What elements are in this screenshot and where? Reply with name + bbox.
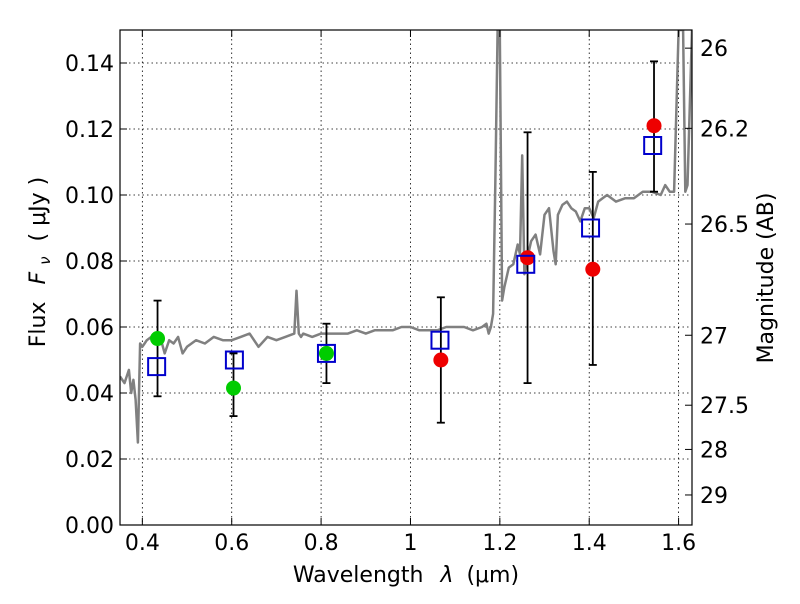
y-axis-label-subscript: ν: [36, 256, 54, 264]
y-tick-label: 0.06: [65, 316, 114, 341]
x-tick-label: 1.6: [661, 531, 696, 556]
x-tick-label: 1.4: [572, 531, 607, 556]
y2-tick-label: 28: [700, 438, 728, 463]
y-tick-label: 0.10: [65, 184, 114, 209]
green-points-marker: [318, 345, 334, 361]
x-tick-label: 0.6: [214, 531, 249, 556]
green-points-marker: [150, 331, 166, 347]
y2-tick-label: 26.2: [700, 117, 749, 142]
x-tick-label: 1: [403, 531, 417, 556]
red-points-marker: [646, 118, 662, 134]
x-axis-label-symbol: λ: [439, 563, 453, 588]
green-points-marker: [226, 380, 242, 396]
y-axis-label-main: Flux: [26, 301, 51, 347]
y-axis-label: Flux F ν ( μJy ): [26, 177, 56, 347]
y-tick-label: 0.02: [65, 448, 114, 473]
box-marker: [224, 350, 244, 370]
box-marker: [316, 343, 336, 363]
model-spectrum-line: [120, 30, 692, 444]
red-points-marker: [433, 352, 449, 368]
red-points-marker: [520, 250, 536, 266]
y-axis-label-symbol: F: [26, 271, 51, 284]
red-points-marker: [585, 261, 601, 277]
y2-tick-label: 26: [700, 37, 728, 62]
y2-axis-label: Magnitude (AB): [754, 193, 779, 364]
model-spectrum-layer: [120, 30, 692, 444]
y2-tick-label: 26.5: [700, 213, 749, 238]
x-axis-label-unit: (μm): [466, 563, 519, 588]
box-marker: [643, 136, 663, 155]
x-tick-label: 1.2: [482, 531, 517, 556]
x-tick-label: 0.4: [125, 531, 160, 556]
y-tick-label: 0.08: [65, 250, 114, 275]
markers-layer: [147, 118, 663, 396]
axis-ticks: 0.4 0.6 0.8 1 1.2 1.4 1.6 0.00 0.02 0.04 0.06 0.08 0…: [65, 30, 749, 556]
y2-tick-label: 27.5: [700, 394, 749, 419]
plot-frame: [119, 29, 693, 526]
y2-tick-label: 29: [700, 484, 728, 509]
x-axis-label: Wavelength λ (μm): [293, 563, 519, 588]
box-marker: [430, 330, 450, 350]
y-tick-label: 0.00: [65, 514, 114, 539]
y2-tick-label: 27: [700, 324, 728, 349]
x-axis-label-main: Wavelength: [293, 563, 424, 588]
box-marker: [147, 357, 167, 377]
grid-lines: [120, 30, 692, 526]
y-tick-label: 0.04: [65, 382, 114, 407]
y-axis-label-unit: ( μJy ): [26, 177, 51, 242]
box-marker: [516, 254, 536, 274]
y-tick-label: 0.14: [65, 52, 114, 77]
box-marker: [581, 218, 601, 238]
x-tick-label: 0.8: [304, 531, 339, 556]
y-tick-label: 0.12: [65, 118, 114, 143]
